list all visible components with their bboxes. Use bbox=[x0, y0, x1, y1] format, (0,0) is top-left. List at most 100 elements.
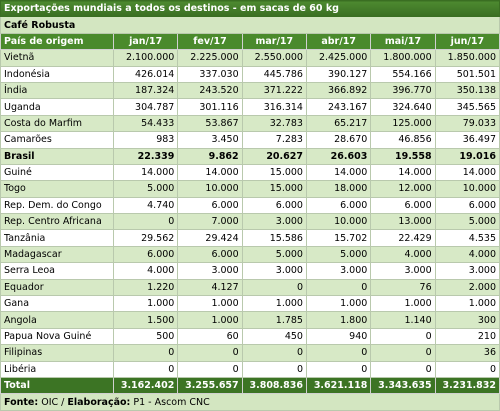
value-cell: 65.217 bbox=[305, 114, 372, 133]
data-row: Angola 1.500 1.000 1.785 1.800 1.140 300 bbox=[0, 311, 500, 329]
value-cell: 14.000 bbox=[112, 163, 179, 182]
value-cell: 3.000 bbox=[305, 262, 372, 280]
value-cell: 3.162.402 bbox=[112, 376, 179, 395]
value-cell: 3.621.118 bbox=[305, 376, 372, 395]
value-cell: 0 bbox=[370, 327, 436, 346]
value-cell: 210 bbox=[434, 327, 500, 346]
value-cell: 0 bbox=[241, 278, 307, 297]
author: P1 - Ascom CNC bbox=[133, 396, 210, 408]
value-cell: 1.000 bbox=[177, 295, 243, 313]
value-cell: 450 bbox=[241, 327, 307, 346]
country-cell: Uganda bbox=[0, 98, 114, 116]
value-cell: 501.501 bbox=[434, 65, 500, 83]
value-cell: 15.586 bbox=[241, 229, 307, 247]
value-cell: 0 bbox=[112, 344, 179, 362]
value-cell: 1.000 bbox=[177, 311, 243, 329]
data-row: Serra Leoa 4.000 3.000 3.000 3.000 3.000 3.000 bbox=[0, 262, 500, 280]
value-cell: 13.000 bbox=[370, 213, 436, 231]
footer-row: Fonte: OIC / Elaboração: P1 - Ascom CNC bbox=[0, 393, 500, 411]
value-cell: 7.000 bbox=[177, 213, 243, 231]
country-cell: Rep. Centro Africana bbox=[0, 213, 114, 231]
header-row: País de origem jan/17 fev/17 mar/17 abr/17 ma… bbox=[0, 32, 500, 51]
country-cell: Equador bbox=[0, 278, 114, 297]
value-cell: 243.520 bbox=[177, 81, 243, 100]
value-cell: 187.324 bbox=[112, 81, 179, 100]
value-cell: 12.000 bbox=[370, 180, 436, 198]
value-cell: 2.100.000 bbox=[112, 49, 179, 67]
country-cell: Libéria bbox=[0, 360, 114, 378]
data-row: Equador 1.220 4.127 0 0 76 2.000 bbox=[0, 278, 500, 297]
value-cell: 371.222 bbox=[241, 81, 307, 100]
value-cell: 324.640 bbox=[370, 98, 436, 116]
source-label: Fonte: bbox=[4, 396, 39, 408]
value-cell: 3.231.832 bbox=[434, 376, 500, 395]
country-cell: Brasil bbox=[0, 147, 114, 165]
value-cell: 6.000 bbox=[241, 196, 307, 215]
footer: Fonte: OIC / Elaboração: P1 - Ascom CNC bbox=[0, 393, 500, 411]
country-cell: Tanzânia bbox=[0, 229, 114, 247]
column-header: abr/17 bbox=[305, 32, 372, 51]
data-row: Libéria 0 0 0 0 0 0 bbox=[0, 360, 500, 378]
value-cell: 390.127 bbox=[305, 65, 372, 83]
value-cell: 2.000 bbox=[434, 278, 500, 297]
value-cell: 0 bbox=[177, 344, 243, 362]
column-header: fev/17 bbox=[177, 32, 243, 51]
value-cell: 15.702 bbox=[305, 229, 372, 247]
country-cell: Togo bbox=[0, 180, 114, 198]
value-cell: 3.808.836 bbox=[241, 376, 307, 395]
subtitle: Café Robusta bbox=[0, 16, 500, 34]
value-cell: 0 bbox=[177, 360, 243, 378]
title-row: Exportações mundiais a todos os destinos… bbox=[0, 0, 500, 18]
value-cell: 6.000 bbox=[112, 245, 179, 264]
value-cell: 6.000 bbox=[177, 245, 243, 264]
data-row: Uganda 304.787 301.116 316.314 243.167 324.64… bbox=[0, 98, 500, 116]
value-cell: 500 bbox=[112, 327, 179, 346]
country-cell: Gana bbox=[0, 295, 114, 313]
data-row: Rep. Dem. do Congo 4.740 6.000 6.000 6.000 6.… bbox=[0, 196, 500, 215]
data-row: Gana 1.000 1.000 1.000 1.000 1.000 1.000 bbox=[0, 295, 500, 313]
value-cell: 0 bbox=[434, 360, 500, 378]
value-cell: 2.550.000 bbox=[241, 49, 307, 67]
data-row: Rep. Centro Africana 0 7.000 3.000 10.000 13.… bbox=[0, 213, 500, 231]
value-cell: 1.140 bbox=[370, 311, 436, 329]
column-header: jun/17 bbox=[434, 32, 500, 51]
value-cell: 53.867 bbox=[177, 114, 243, 133]
value-cell: 1.500 bbox=[112, 311, 179, 329]
value-cell: 46.856 bbox=[370, 131, 436, 149]
value-cell: 0 bbox=[241, 360, 307, 378]
value-cell: 5.000 bbox=[112, 180, 179, 198]
value-cell: 301.116 bbox=[177, 98, 243, 116]
value-cell: 5.000 bbox=[305, 245, 372, 264]
value-cell: 29.562 bbox=[112, 229, 179, 247]
value-cell: 10.000 bbox=[434, 180, 500, 198]
value-cell: 3.000 bbox=[370, 262, 436, 280]
country-cell: Camarões bbox=[0, 131, 114, 149]
value-cell: 76 bbox=[370, 278, 436, 297]
source: OIC / bbox=[41, 396, 65, 408]
value-cell: 4.740 bbox=[112, 196, 179, 215]
title: Exportações mundiais a todos os destinos… bbox=[0, 0, 500, 18]
value-cell: 2.225.000 bbox=[177, 49, 243, 67]
value-cell: 3.450 bbox=[177, 131, 243, 149]
data-row: Brasil 22.339 9.862 20.627 26.603 19.558 19.01… bbox=[0, 147, 500, 165]
country-cell: Costa do Marfim bbox=[0, 114, 114, 133]
country-cell: Vietnã bbox=[0, 49, 114, 67]
value-cell: 3.000 bbox=[241, 213, 307, 231]
value-cell: 350.138 bbox=[434, 81, 500, 100]
value-cell: 3.255.657 bbox=[177, 376, 243, 395]
value-cell: 36 bbox=[434, 344, 500, 362]
value-cell: 337.030 bbox=[177, 65, 243, 83]
value-cell: 300 bbox=[434, 311, 500, 329]
value-cell: 983 bbox=[112, 131, 179, 149]
value-cell: 4.535 bbox=[434, 229, 500, 247]
value-cell: 28.670 bbox=[305, 131, 372, 149]
value-cell: 0 bbox=[241, 344, 307, 362]
value-cell: 3.000 bbox=[177, 262, 243, 280]
value-cell: 1.000 bbox=[112, 295, 179, 313]
country-cell: Guiné bbox=[0, 163, 114, 182]
value-cell: 6.000 bbox=[434, 196, 500, 215]
value-cell: 396.770 bbox=[370, 81, 436, 100]
value-cell: 2.425.000 bbox=[305, 49, 372, 67]
